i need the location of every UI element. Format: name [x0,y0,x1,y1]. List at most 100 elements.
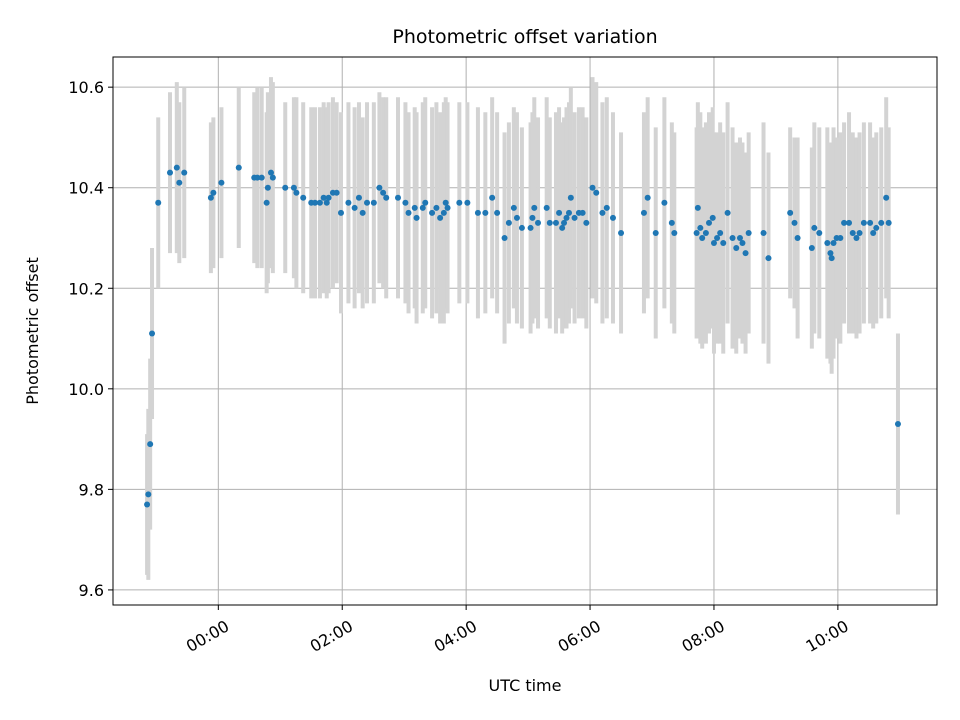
data-point [218,179,225,186]
data-point [791,219,798,226]
data-point [706,219,713,226]
data-point [724,209,731,216]
data-point [565,209,572,216]
data-point [736,234,743,241]
data-point [644,194,651,201]
data-point [263,199,270,206]
data-point [745,229,752,236]
data-point [173,164,180,171]
data-point [513,214,520,221]
data-point [394,194,401,201]
data-point [652,229,659,236]
data-point [207,194,214,201]
data-point [355,194,362,201]
data-point [337,209,344,216]
data-point [883,194,890,201]
data-point [147,441,154,448]
data-point [300,194,307,201]
data-point [529,214,536,221]
data-point [853,234,860,241]
data-point [364,199,371,206]
data-point [599,209,606,216]
data-point [702,229,709,236]
y-tick-label: 9.8 [79,480,104,499]
data-point [640,209,647,216]
x-axis-title: UTC time [489,676,562,695]
data-point [729,234,736,241]
data-point [376,184,383,191]
data-point [380,189,387,196]
data-point [765,255,772,262]
data-point [811,224,818,231]
data-point [824,240,831,247]
data-point [267,169,274,176]
data-point [559,224,566,231]
data-point [661,199,668,206]
data-point [323,199,330,206]
data-point [269,174,276,181]
data-point [720,240,727,247]
data-point [293,189,300,196]
data-point [510,204,517,211]
data-point [552,219,559,226]
data-point [567,194,574,201]
data-point [618,229,625,236]
data-point [505,219,512,226]
data-point [413,214,420,221]
data-point [501,234,508,241]
data-point [402,199,409,206]
data-point [258,174,265,181]
data-point [359,209,366,216]
data-point [527,224,534,231]
data-point [878,219,885,226]
y-tick-label: 9.6 [79,581,104,600]
data-point [456,199,463,206]
data-point [894,421,901,428]
data-point [422,199,429,206]
data-point [860,219,867,226]
data-point [166,169,173,176]
data-point [411,204,418,211]
data-point [828,255,835,262]
data-point [668,219,675,226]
data-point [482,209,489,216]
data-point [739,240,746,247]
y-axis-ticks: 9.6 9.8 10.0 10.2 10.4 10.6 [68,78,113,600]
data-point [709,214,716,221]
data-point [816,229,823,236]
data-point [561,219,568,226]
data-point [264,184,271,191]
data-point [149,330,156,337]
data-point [579,209,586,216]
data-point [181,169,188,176]
data-point [693,229,700,236]
y-tick-label: 10.6 [68,78,104,97]
data-point [870,229,877,236]
data-point [563,214,570,221]
data-point [787,209,794,216]
data-point [531,204,538,211]
data-point [794,234,801,241]
data-point [444,204,451,211]
data-point [419,204,426,211]
data-point [235,164,242,171]
data-point [609,214,616,221]
data-point [873,224,880,231]
plot-frame [112,56,938,606]
data-point [556,209,563,216]
data-point [254,174,261,181]
y-tick-label: 10.4 [68,179,104,198]
data-point [290,184,297,191]
data-point [333,189,340,196]
data-point [464,199,471,206]
data-point [827,250,834,257]
data-point [583,219,590,226]
data-point [176,179,183,186]
data-point [546,219,553,226]
data-point [311,199,318,206]
data-point [144,501,151,508]
data-point [433,204,440,211]
data-point [714,234,721,241]
